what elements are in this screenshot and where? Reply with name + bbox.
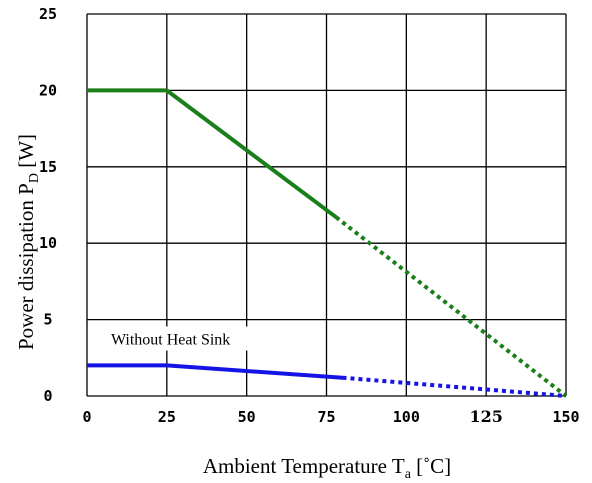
- y-tick-label-2: 10: [39, 234, 57, 252]
- annotation-background: [88, 326, 278, 351]
- x-tick-label-0: 0: [82, 408, 91, 426]
- x-tick-label-3: 75: [317, 408, 335, 426]
- annotation-label-0: Without Heat Sink: [111, 332, 230, 349]
- x-tick-label-2: 50: [238, 408, 256, 426]
- x-axis-title: Ambient Temperature Ta [˚C]: [203, 454, 451, 482]
- annotations: Without Heat Sink: [111, 332, 230, 349]
- y-tick-label-3: 15: [39, 158, 57, 176]
- series-lines: [87, 88, 568, 398]
- y-tick-label-1: 5: [43, 311, 52, 329]
- y-tick-labels: 0 5 10 15 20 25: [39, 5, 57, 405]
- y-tick-label-0: 0: [43, 387, 52, 405]
- series-1-solid-line: [87, 88, 338, 219]
- x-tick-labels: 0 25 50 75 100 125 150: [82, 407, 579, 426]
- series-1-dotted-line: [334, 215, 568, 398]
- x-tick-label-5: 125: [469, 407, 502, 426]
- series-2-dotted-line: [342, 375, 567, 398]
- x-tick-label-6: 150: [552, 408, 579, 426]
- y-axis-title: Power dissipation PD [W]: [14, 134, 42, 350]
- series-2-solid-line: [87, 363, 343, 380]
- x-tick-label-1: 25: [158, 408, 176, 426]
- y-tick-label-5: 25: [39, 5, 57, 23]
- x-tick-label-4: 100: [393, 408, 420, 426]
- y-tick-label-4: 20: [39, 81, 57, 99]
